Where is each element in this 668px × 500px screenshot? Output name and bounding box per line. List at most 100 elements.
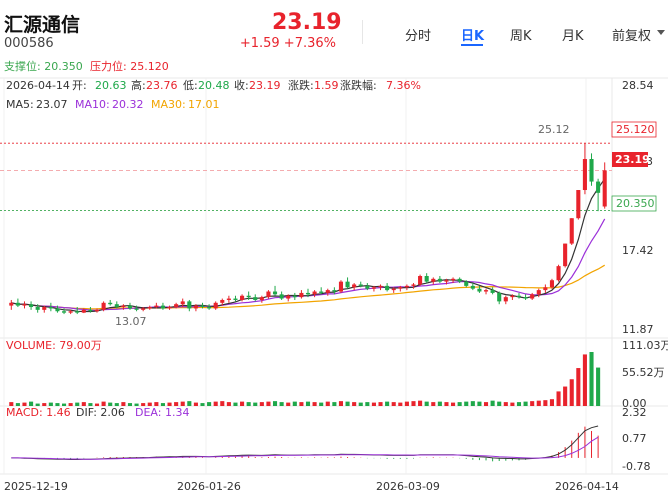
candle (147, 305, 152, 310)
candle (101, 301, 106, 312)
volume-bar (503, 402, 508, 406)
candle (299, 290, 304, 299)
ma5-value: 23.07 (36, 98, 68, 111)
active-tab-indicator (461, 44, 483, 46)
candle-body (154, 305, 159, 308)
candle-body (15, 302, 20, 306)
volume-bar (213, 401, 218, 406)
candle (213, 301, 218, 310)
candle-body (134, 308, 139, 310)
volume-bar (127, 403, 133, 406)
candle-body (497, 292, 502, 302)
candle (378, 284, 383, 291)
candle (75, 307, 80, 315)
ma30-value: 17.01 (188, 98, 220, 111)
low-marker: 13.07 (115, 315, 147, 328)
candle (207, 304, 212, 310)
candle (470, 283, 475, 291)
candle-body (602, 170, 607, 207)
volume-bar (88, 403, 93, 406)
candle (292, 292, 297, 300)
candle-body (404, 285, 409, 288)
candle (582, 143, 587, 195)
candle (345, 277, 350, 289)
candle (424, 273, 429, 284)
ma10-value: 20.32 (112, 98, 144, 111)
candle (391, 287, 396, 293)
volume-bar (457, 402, 462, 406)
candle-body (596, 181, 601, 193)
volume-bar (62, 403, 67, 406)
candle-body (391, 288, 396, 291)
tab-daily-k[interactable]: 日K (461, 29, 485, 44)
volume-bar (352, 402, 357, 406)
candle-body (411, 284, 416, 286)
candle (15, 298, 20, 308)
candle (233, 295, 238, 302)
candle-body (378, 285, 383, 288)
candle-body (286, 295, 291, 299)
candle-body (55, 308, 60, 312)
candle (569, 218, 574, 245)
candle (325, 288, 330, 296)
candle-body (556, 266, 561, 281)
candle (431, 277, 436, 285)
candle-body (127, 305, 133, 309)
candle (305, 288, 311, 298)
candle (94, 308, 100, 313)
candle (352, 283, 357, 291)
macd-tick-top: 2.32 (622, 406, 647, 419)
candle (55, 305, 60, 313)
candle (549, 278, 554, 289)
high-label: 高: (131, 78, 146, 92)
volume-bar (563, 386, 568, 406)
candle (358, 281, 363, 288)
candle-body (213, 302, 218, 309)
volume-bar (35, 403, 40, 406)
y-tick-top: 28.54 (622, 79, 654, 92)
dif-line (11, 425, 599, 460)
candle-body (147, 307, 152, 309)
ma5-label: MA5: (6, 98, 34, 111)
volume-bar (464, 401, 469, 406)
candle-body (424, 276, 429, 282)
candle (437, 276, 442, 284)
candle-body (88, 309, 93, 312)
header-divider (362, 20, 363, 44)
candle-body (385, 285, 390, 291)
candle-body (582, 159, 587, 191)
candle-body (345, 281, 350, 288)
candle (174, 302, 179, 309)
volume-bar (154, 402, 159, 406)
tab-intraday[interactable]: 分时 (405, 29, 432, 44)
volume-bar (266, 401, 271, 406)
volume-bar (596, 367, 601, 406)
x-tick-1: 2025-12-19 (4, 480, 68, 493)
volume-bar (240, 401, 245, 406)
candle (444, 278, 449, 285)
dea-line (11, 436, 599, 460)
candle (589, 153, 594, 186)
volume-bar (338, 401, 344, 406)
candle-body (536, 290, 541, 295)
volume-bar (200, 403, 205, 406)
current-price-tag (612, 152, 648, 167)
volume-bar (470, 401, 475, 406)
candle-body (94, 309, 100, 312)
chevron-down-icon (657, 30, 665, 35)
volume-bar (114, 403, 119, 406)
adjust-mode-dropdown[interactable]: 前复权 (612, 29, 652, 44)
candle-body (121, 305, 126, 308)
volume-bar (345, 401, 350, 406)
current-price: 23.19 (272, 10, 342, 35)
volume-bar (444, 402, 449, 406)
candle-body (207, 307, 212, 309)
volume-bar (424, 401, 429, 406)
ma30-label: MA30: (151, 98, 186, 111)
tab-weekly-k[interactable]: 周K (510, 29, 532, 44)
current-price-tag-value: 23.19 (615, 153, 650, 166)
candle-body (187, 301, 192, 309)
tab-monthly-k[interactable]: 月K (562, 29, 584, 44)
volume-bar (246, 402, 251, 406)
